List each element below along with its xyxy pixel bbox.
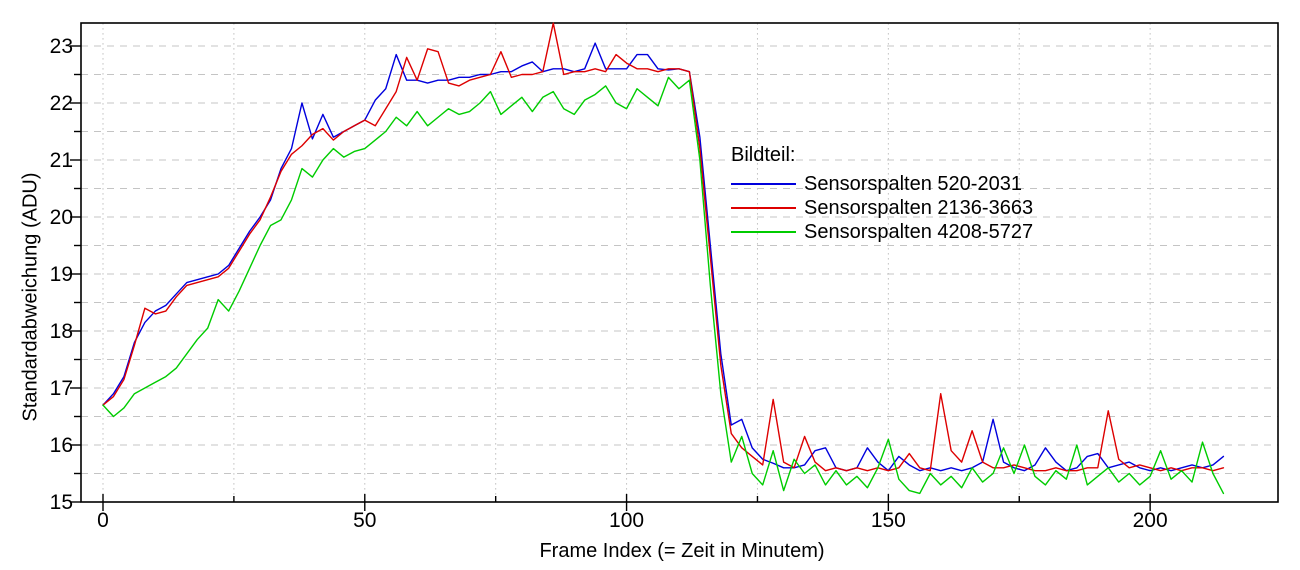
legend-title: Bildteil: [731,144,796,166]
y-tick-label: 21 [50,149,73,172]
y-tick-label: 19 [50,263,73,286]
legend-line-sample-green [731,231,796,233]
legend-line-sample-blue [731,183,796,185]
legend-item-label: Sensorspalten 4208-5727 [804,220,1034,243]
legend-item: Sensorspalten 520-2031 [731,172,1033,196]
x-tick-label: 100 [609,509,644,532]
y-tick-label: 18 [50,320,73,343]
tick-labels: 15 16 17 18 19 20 21 22 23 0 50 100 150 200 [50,35,1168,532]
series-line-sensorspalten-2136-3663 [102,22,1225,472]
x-tick-label: 150 [871,509,906,532]
legend-item: Sensorspalten 4208-5727 [731,220,1033,244]
y-tick-label: 17 [50,377,73,400]
legend-line-sample-red [731,207,796,209]
y-axis-title: Standardabweichung (ADU) [19,172,42,422]
x-axis-title: Frame Index (= Zeit in Minutem) [539,540,825,562]
series-line-sensorspalten-4208-5727 [102,76,1225,495]
x-tick-label: 50 [353,509,376,532]
y-tick-label: 22 [50,92,73,115]
x-tick-label: 200 [1133,509,1168,532]
y-tick-label: 20 [50,206,73,229]
y-tick-label: 23 [50,35,73,58]
legend: Bildteil: Sensorspalten 520-2031 Sensors… [731,144,1033,244]
x-tick-label: 0 [97,509,109,532]
y-tick-label: 15 [50,491,73,514]
axis-ticks [70,45,1151,511]
series-line-sensorspalten-520-2031 [102,42,1225,472]
legend-item-label: Sensorspalten 2136-3663 [804,196,1034,219]
plot-frame [80,22,1279,503]
gridlines [81,23,1278,502]
legend-item: Sensorspalten 2136-3663 [731,196,1033,220]
y-tick-label: 16 [50,434,73,457]
legend-item-label: Sensorspalten 520-2031 [804,172,1022,195]
